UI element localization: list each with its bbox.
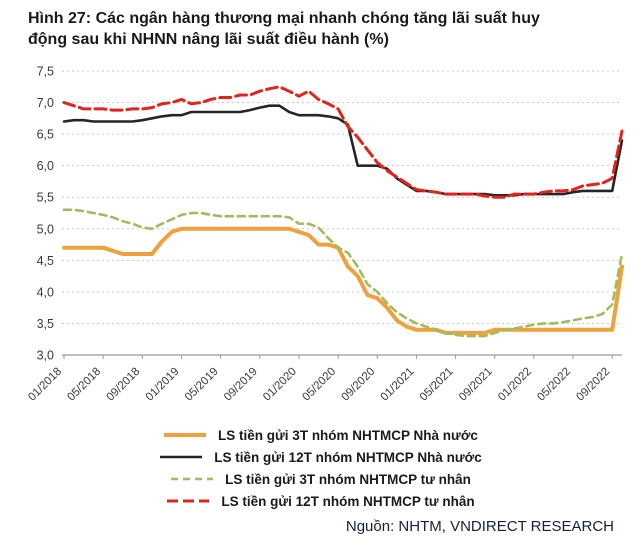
y-axis-label: 6,0 (37, 159, 54, 173)
series-line-3t-private (62, 208, 624, 337)
x-axis-label: 09/2022 (574, 365, 612, 403)
x-axis-label: 01/2020 (261, 365, 299, 403)
y-axis-label: 4,5 (37, 253, 54, 267)
y-axis-label: 5,0 (37, 222, 54, 236)
legend-line-sample-icon (164, 433, 207, 438)
legend-item-3t-private: LS tiền gửi 3T nhóm NHTMCP tư nhân (169, 470, 471, 489)
legend-label: LS tiền gửi 12T nhóm NHTMCP Nhà nước (214, 449, 482, 465)
x-axis-label: 01/2021 (379, 365, 417, 403)
chart-area: 3,0 3,5 4,0 4,5 5,0 5,5 6,0 6,5 7,0 7,5 01/2018 05/… (0, 55, 640, 428)
x-axis-label: 05/2022 (535, 365, 573, 403)
chart-title: Hình 27: Các ngân hàng thương mại nhanh … (28, 10, 540, 48)
chart-legend: LS tiền gửi 3T nhóm NHTMCP Nhà nước LS ti… (0, 426, 640, 511)
series-line-12t-private (62, 84, 624, 199)
y-axis-label: 3,0 (37, 348, 54, 362)
y-axis-label: 3,5 (37, 317, 54, 331)
series-line-3t-soe (62, 226, 624, 335)
y-axis-label: 5,5 (37, 190, 54, 204)
legend-item-12t-private: LS tiền gửi 12T nhóm NHTMCP tư nhân (165, 492, 475, 511)
y-axis-label: 7,0 (37, 96, 54, 110)
x-axis-label: 09/2018 (105, 365, 143, 403)
source-note: Nguồn: NHTM, VNDIRECT RESEARCH (345, 517, 614, 535)
legend-line-sample-icon (167, 499, 210, 503)
legend-label: LS tiền gửi 3T nhóm NHTMCP tư nhân (225, 471, 471, 487)
x-axis-label: 05/2020 (300, 365, 338, 403)
y-axis-label: 6,5 (37, 127, 54, 141)
x-axis-label: 09/2019 (222, 365, 260, 403)
legend-label: LS tiền gửi 12T nhóm NHTMCP tư nhân (221, 493, 475, 509)
line-chart: 3,03,54,04,55,05,56,06,57,07,501/2018 05/… (26, 64, 624, 403)
x-axis-label: 09/2020 (339, 365, 377, 403)
x-axis-label: 01/2022 (496, 365, 534, 403)
x-axis-label: 09/2021 (457, 365, 495, 403)
legend-line-sample-icon (171, 477, 214, 481)
legend-item-12t-soe: LS tiền gửi 12T nhóm NHTMCP Nhà nước (158, 448, 482, 467)
x-axis-label: 05/2021 (418, 365, 456, 403)
x-axis-label: 05/2019 (183, 365, 221, 403)
legend-item-3t-soe: LS tiền gửi 3T nhóm NHTMCP Nhà nước (162, 426, 478, 445)
x-axis-label: 01/2019 (144, 365, 182, 403)
y-axis-label: 7,5 (37, 64, 54, 78)
legend-label: LS tiền gửi 3T nhóm NHTMCP Nhà nước (218, 427, 478, 443)
x-axis-label: 05/2018 (65, 365, 103, 403)
legend-line-sample-icon (160, 455, 203, 459)
y-axis-label: 4,0 (37, 285, 54, 299)
x-axis-label: 01/2018 (26, 365, 64, 403)
